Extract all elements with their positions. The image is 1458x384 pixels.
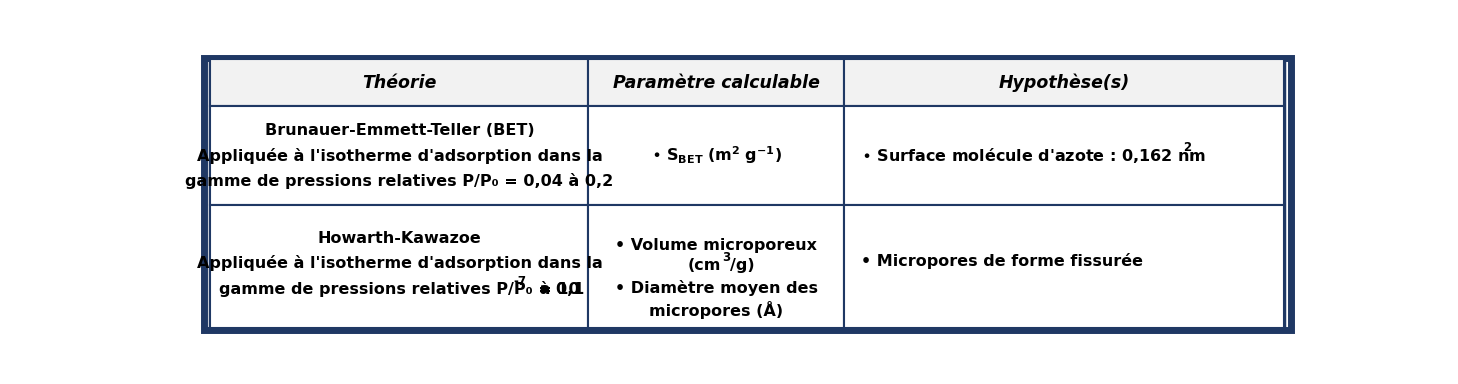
Bar <box>844 106 1284 205</box>
Text: gamme de pressions relatives P/P₀ = 0,04 à 0,2: gamme de pressions relatives P/P₀ = 0,04… <box>185 173 614 189</box>
Text: Théorie: Théorie <box>362 74 436 92</box>
Text: • Diamètre moyen des: • Diamètre moyen des <box>615 280 818 296</box>
Text: Appliquée à l'isotherme d'adsorption dans la: Appliquée à l'isotherme d'adsorption dan… <box>197 147 602 164</box>
Text: $\bullet$ Surface molécule d'azote : 0,162 nm: $\bullet$ Surface molécule d'azote : 0,1… <box>860 146 1206 165</box>
Text: micropores (Å): micropores (Å) <box>649 301 783 319</box>
Text: Brunauer-Emmett-Teller (BET): Brunauer-Emmett-Teller (BET) <box>264 123 534 138</box>
Text: /g): /g) <box>729 258 754 273</box>
Text: Hypothèse(s): Hypothèse(s) <box>999 74 1130 92</box>
Bar <box>210 205 589 328</box>
Text: 3: 3 <box>722 251 730 264</box>
Text: 2: 2 <box>1182 141 1191 154</box>
Text: Paramètre calculable: Paramètre calculable <box>612 74 819 92</box>
Bar <box>210 60 589 106</box>
Text: gamme de pressions relatives P/P₀ = 10: gamme de pressions relatives P/P₀ = 10 <box>219 282 580 297</box>
Text: -7: -7 <box>513 275 526 288</box>
Text: Howarth-Kawazoe: Howarth-Kawazoe <box>318 232 481 247</box>
Text: • Volume microporeux: • Volume microporeux <box>615 238 816 253</box>
Bar <box>589 106 844 205</box>
Text: à 0,1: à 0,1 <box>534 282 583 297</box>
Bar <box>210 106 589 205</box>
Text: (cm: (cm <box>688 258 722 273</box>
Text: • Micropores de forme fissurée: • Micropores de forme fissurée <box>860 253 1143 269</box>
Bar <box>589 60 844 106</box>
Bar <box>589 205 844 328</box>
Text: $\bullet\ \mathbf{S}_{\mathbf{BET}}\ \mathbf{(m^2\ g^{-1})}$: $\bullet\ \mathbf{S}_{\mathbf{BET}}\ \ma… <box>650 145 781 166</box>
Text: Appliquée à l'isotherme d'adsorption dans la: Appliquée à l'isotherme d'adsorption dan… <box>197 255 602 271</box>
Bar <box>844 60 1284 106</box>
Bar <box>844 205 1284 328</box>
